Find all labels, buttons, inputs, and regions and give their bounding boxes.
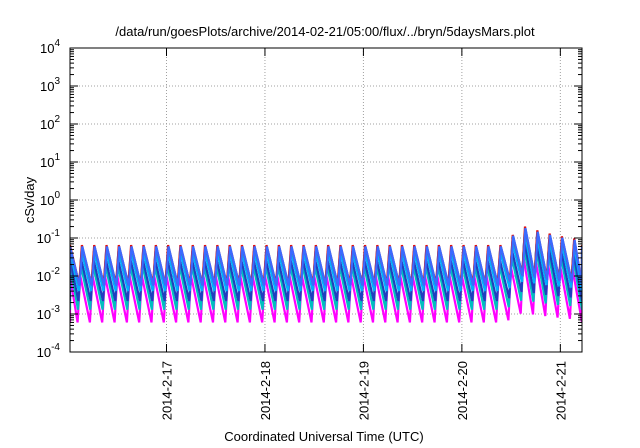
y-tick-label: 101 — [40, 152, 60, 170]
y-tick-label: 10-1 — [37, 228, 61, 246]
y-tick-label: 102 — [40, 114, 60, 132]
series-line — [70, 245, 582, 310]
series-line — [70, 232, 582, 292]
y-tick-label: 10-3 — [37, 304, 61, 322]
y-tick-label: 104 — [40, 38, 60, 56]
x-tick-labels: 2014-2-17 2014-2-18 2014-2-19 2014-2-20 2014… — [159, 361, 568, 420]
y-axis-label: cSv/day — [22, 176, 37, 223]
y-tick-label: 100 — [40, 190, 60, 208]
x-tick-label: 2014-2-17 — [159, 361, 174, 420]
ticks — [70, 47, 582, 353]
x-axis-label: Coordinated Universal Time (UTC) — [224, 429, 423, 444]
x-tick-label: 2014-2-18 — [258, 361, 273, 420]
series-line — [70, 256, 582, 323]
series-line — [70, 240, 582, 302]
y-tick-labels: 104 103 102 101 100 10-1 10-2 10-3 10-4 — [37, 38, 61, 360]
x-tick-label: 2014-2-21 — [553, 361, 568, 420]
y-tick-label: 10-4 — [37, 342, 61, 360]
x-tick-label: 2014-2-20 — [455, 361, 470, 420]
series-line — [70, 227, 582, 287]
chart-title: /data/run/goesPlots/archive/2014-02-21/0… — [115, 24, 535, 39]
x-tick-label: 2014-2-19 — [356, 361, 371, 420]
y-tick-label: 103 — [40, 76, 60, 94]
y-tick-label: 10-2 — [37, 266, 61, 284]
series-group — [70, 226, 582, 323]
